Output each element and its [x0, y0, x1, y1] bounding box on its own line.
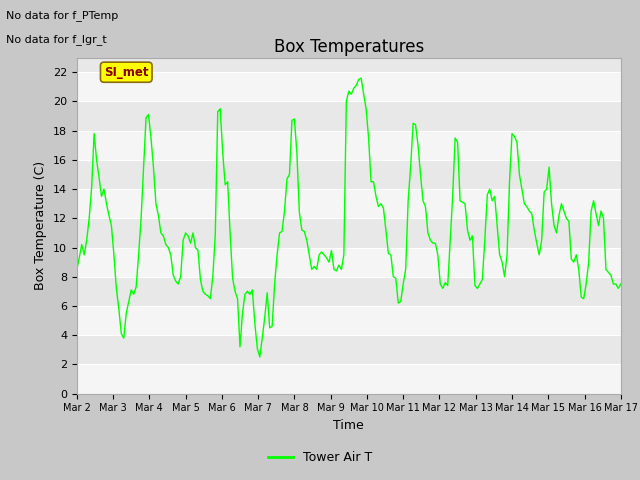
Bar [77, 160, 621, 189]
Bar [77, 101, 621, 131]
X-axis label: Time: Time [333, 419, 364, 432]
Bar [77, 218, 621, 248]
Legend: Tower Air T: Tower Air T [263, 446, 377, 469]
Bar [77, 335, 621, 364]
Text: No data for f_lgr_t: No data for f_lgr_t [6, 34, 107, 45]
Bar [77, 72, 621, 101]
Text: SI_met: SI_met [104, 66, 148, 79]
Title: Box Temperatures: Box Temperatures [274, 38, 424, 56]
Bar [77, 277, 621, 306]
Bar [77, 189, 621, 218]
Bar [77, 248, 621, 277]
Bar [77, 306, 621, 335]
Bar [77, 131, 621, 160]
Bar [77, 364, 621, 394]
Y-axis label: Box Temperature (C): Box Temperature (C) [35, 161, 47, 290]
Text: No data for f_PTemp: No data for f_PTemp [6, 10, 118, 21]
